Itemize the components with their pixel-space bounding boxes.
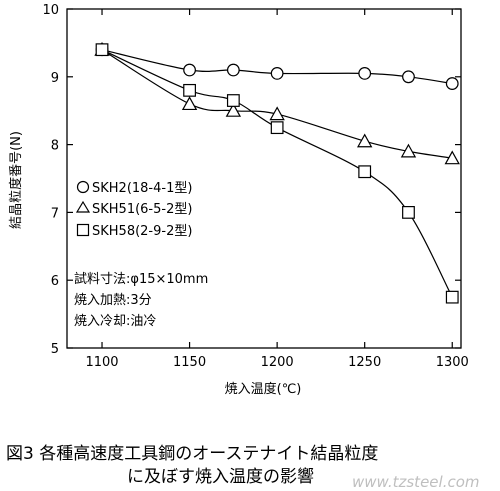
legend-label-skh58: SKH58(2-9-2型) <box>92 224 192 239</box>
x-tick-label: 1150 <box>173 355 206 370</box>
y-tick-label: 9 <box>51 71 59 86</box>
series-lines <box>101 49 453 298</box>
y-axis-title: 結晶粒度番号(N) <box>8 131 24 229</box>
series-line-triangle <box>101 49 453 159</box>
conditions-note: 試料寸法:φ15×10mm 焼入加熱:3分 焼入冷却:油冷 <box>74 271 208 329</box>
data-point-square <box>226 94 240 107</box>
data-point-square <box>402 206 415 219</box>
series-line-square <box>101 49 453 298</box>
axis-ticks: 1100 1150 1200 1250 1300 5 6 7 8 9 10 <box>42 3 468 370</box>
legend-label-skh51: SKH51(6-5-2型) <box>92 202 192 217</box>
data-point-square <box>358 165 372 179</box>
y-tick-label: 10 <box>42 3 59 18</box>
legend-marker-skh2 <box>76 180 90 194</box>
data-point-square <box>95 43 109 57</box>
x-tick-label: 1100 <box>85 355 118 370</box>
x-tick-label: 1300 <box>436 355 469 370</box>
figure-caption-line1: 図3 各種高速度工具鋼のオーステナイト結晶粒度 <box>6 444 378 464</box>
data-point-triangle <box>400 143 417 158</box>
legend-marker-skh51 <box>75 200 91 213</box>
y-tick-label: 7 <box>51 206 59 221</box>
data-point-triangle <box>269 106 285 121</box>
y-tick-label: 6 <box>51 274 59 289</box>
condition-sample-size: 試料寸法:φ15×10mm <box>74 271 208 287</box>
x-axis-title: 焼入温度(℃) <box>225 381 302 397</box>
x-tick-label: 1250 <box>348 355 381 370</box>
y-tick-label: 5 <box>51 342 59 357</box>
legend: SKH2(18-4-1型) SKH51(6-5-2型) SKH58(2-9-2型… <box>75 180 192 239</box>
plot-frame <box>66 8 462 349</box>
data-point-circle <box>402 70 415 84</box>
data-point-triangle <box>444 150 460 165</box>
legend-label-skh2: SKH2(18-4-1型) <box>92 181 192 196</box>
data-point-square <box>183 83 196 97</box>
legend-marker-skh58 <box>76 223 90 237</box>
data-point-square <box>270 121 284 135</box>
x-tick-label: 1200 <box>261 355 294 370</box>
data-point-circle <box>183 63 196 77</box>
data-point-square <box>445 290 459 304</box>
condition-heating: 焼入加熱:3分 <box>74 293 152 308</box>
condition-cooling: 焼入冷却:油冷 <box>74 314 156 329</box>
y-tick-label: 8 <box>51 139 59 154</box>
data-point-circle <box>358 67 372 80</box>
data-point-triangle <box>225 102 242 117</box>
data-point-triangle <box>356 133 373 148</box>
data-point-circle <box>270 67 284 80</box>
series-markers <box>94 41 460 304</box>
watermark: www.tzsteel.com <box>352 473 480 491</box>
data-point-circle <box>226 63 240 77</box>
data-point-circle <box>445 77 459 90</box>
data-point-triangle <box>181 96 198 111</box>
figure-caption-line2: に及ぼす焼入温度の影響 <box>127 467 314 487</box>
